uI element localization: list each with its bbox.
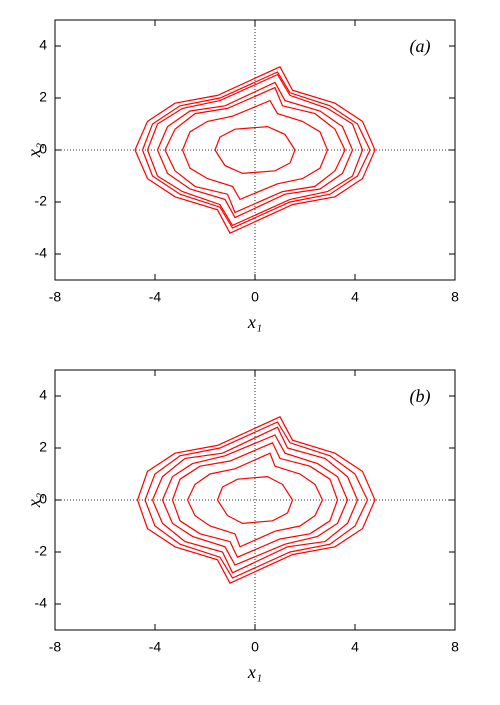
- trajectory: [151, 426, 359, 574]
- y-tick-label: 2: [39, 439, 47, 455]
- x-tick-label: -8: [49, 289, 62, 305]
- x-tick-label: -4: [149, 289, 162, 305]
- trajectory: [136, 416, 376, 584]
- y-tick-label: 4: [39, 37, 47, 53]
- x-tick-label: 4: [351, 639, 359, 655]
- trajectory: [134, 66, 376, 234]
- x-tick-label: -8: [49, 639, 62, 655]
- x-axis-label: x₁: [247, 662, 262, 682]
- trajectory: [181, 99, 329, 201]
- trajectory: [156, 81, 354, 219]
- y-axis-label: x₂: [24, 143, 44, 158]
- y-tick-label: 2: [39, 89, 47, 105]
- trajectory: [161, 434, 349, 566]
- x-tick-label: 8: [451, 639, 459, 655]
- x-tick-label: 8: [451, 289, 459, 305]
- trajectory: [141, 71, 371, 229]
- trajectory: [164, 86, 346, 214]
- x-tick-label: 4: [351, 289, 359, 305]
- x-axis-label: x₁: [247, 312, 262, 332]
- annotation: (a): [410, 36, 431, 57]
- y-tick-label: 4: [39, 387, 47, 403]
- trajectory: [171, 442, 339, 558]
- y-tick-label: 0: [39, 491, 47, 507]
- y-tick-label: 0: [39, 141, 47, 157]
- annotation: (b): [410, 386, 431, 407]
- x-tick-label: 0: [251, 289, 259, 305]
- trajectory: [216, 475, 294, 525]
- trajectory: [214, 125, 296, 175]
- trajectory: [144, 421, 369, 579]
- x-tick-label: -4: [149, 639, 162, 655]
- y-axis-label: x₂: [24, 493, 44, 508]
- y-tick-label: -4: [35, 245, 48, 261]
- y-tick-label: -2: [35, 543, 48, 559]
- x-tick-label: 0: [251, 639, 259, 655]
- y-tick-label: -2: [35, 193, 48, 209]
- trajectory: [186, 452, 324, 548]
- trajectory: [146, 73, 364, 227]
- y-tick-label: -4: [35, 595, 48, 611]
